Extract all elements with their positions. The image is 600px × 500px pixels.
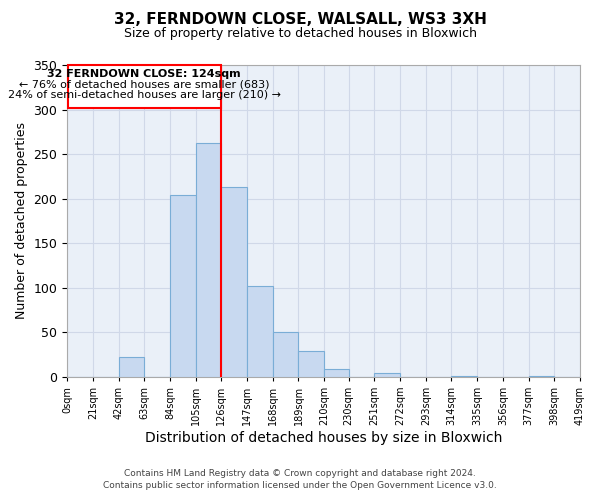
- Text: Contains public sector information licensed under the Open Government Licence v3: Contains public sector information licen…: [103, 481, 497, 490]
- X-axis label: Distribution of detached houses by size in Bloxwich: Distribution of detached houses by size …: [145, 431, 502, 445]
- Bar: [273, 332, 298, 377]
- Bar: [221, 187, 247, 377]
- Text: 24% of semi-detached houses are larger (210) →: 24% of semi-detached houses are larger (…: [8, 90, 281, 100]
- Bar: [119, 358, 144, 377]
- Bar: [170, 195, 196, 377]
- Bar: [324, 369, 349, 377]
- Bar: [298, 351, 324, 377]
- Text: 32, FERNDOWN CLOSE, WALSALL, WS3 3XH: 32, FERNDOWN CLOSE, WALSALL, WS3 3XH: [113, 12, 487, 28]
- Text: 32 FERNDOWN CLOSE: 124sqm: 32 FERNDOWN CLOSE: 124sqm: [47, 68, 241, 78]
- Bar: [196, 142, 221, 377]
- Text: Size of property relative to detached houses in Bloxwich: Size of property relative to detached ho…: [124, 28, 476, 40]
- Text: Contains HM Land Registry data © Crown copyright and database right 2024.: Contains HM Land Registry data © Crown c…: [124, 468, 476, 477]
- FancyBboxPatch shape: [68, 65, 221, 108]
- Bar: [374, 374, 400, 377]
- Y-axis label: Number of detached properties: Number of detached properties: [15, 122, 28, 320]
- Bar: [529, 376, 554, 377]
- Text: ← 76% of detached houses are smaller (683): ← 76% of detached houses are smaller (68…: [19, 80, 269, 90]
- Bar: [247, 286, 273, 377]
- Bar: [451, 376, 477, 377]
